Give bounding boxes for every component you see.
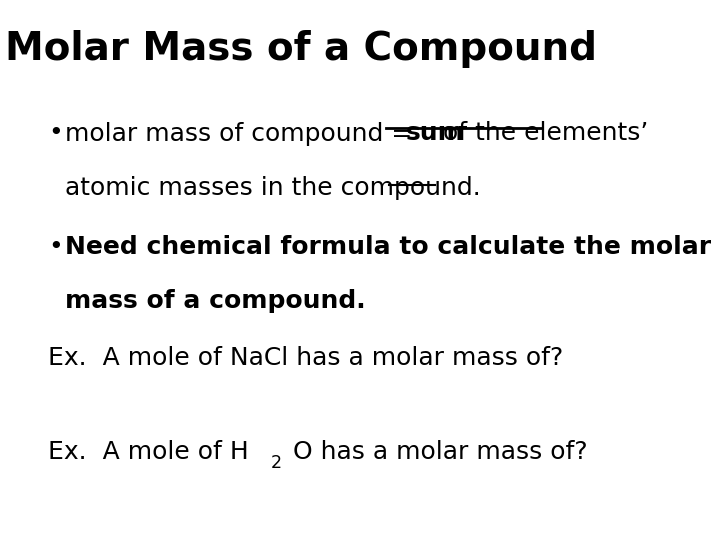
Text: mass of a compound.: mass of a compound. <box>66 289 366 313</box>
Text: 2: 2 <box>270 454 282 471</box>
Text: Ex.  A mole of NaCl has a molar mass of?: Ex. A mole of NaCl has a molar mass of? <box>48 346 564 369</box>
Text: Need chemical formula to calculate the molar: Need chemical formula to calculate the m… <box>66 235 711 259</box>
Text: molar mass of compound =: molar mass of compound = <box>66 122 420 145</box>
Text: of the elements’: of the elements’ <box>436 122 649 145</box>
Text: O has a molar mass of?: O has a molar mass of? <box>293 440 588 464</box>
Text: sum: sum <box>405 122 464 145</box>
Text: •: • <box>48 235 63 259</box>
Text: Molar Mass of a Compound: Molar Mass of a Compound <box>5 30 597 68</box>
Text: •: • <box>48 122 63 145</box>
Text: Ex.  A mole of H: Ex. A mole of H <box>48 440 249 464</box>
Text: atomic masses in the compound.: atomic masses in the compound. <box>66 176 481 199</box>
